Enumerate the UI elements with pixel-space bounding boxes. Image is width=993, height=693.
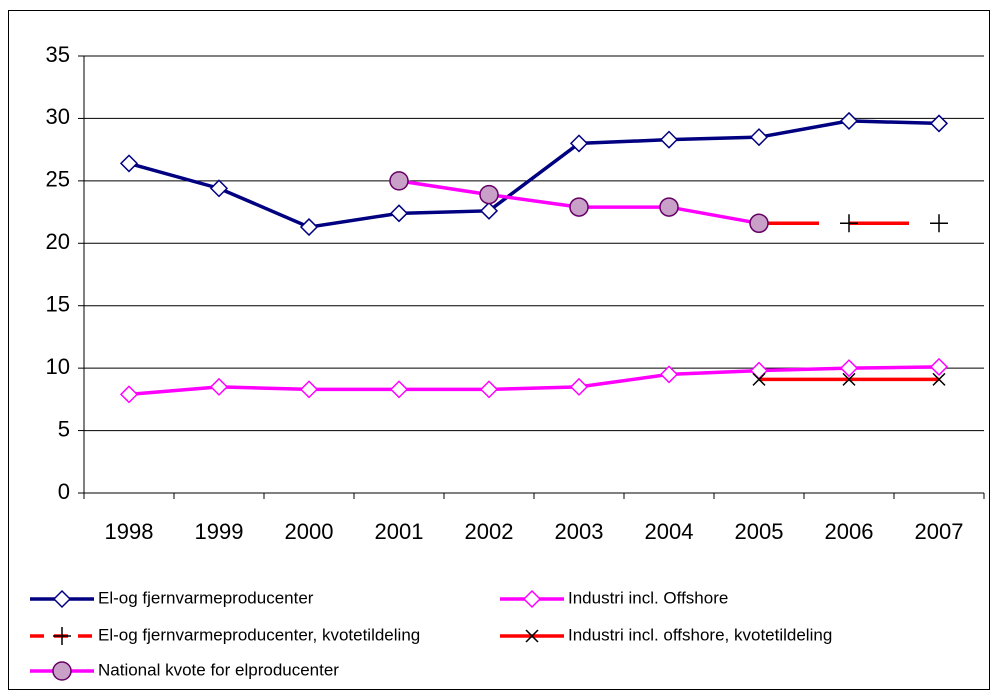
data-point [299, 380, 319, 399]
legend-label: El-og fjernvarmeproducenter, kvotetildel… [98, 625, 420, 644]
data-point [389, 380, 409, 399]
legend-label: Industri incl. Offshore [568, 588, 728, 607]
data-point [839, 111, 859, 130]
data-point [119, 385, 139, 404]
data-point [752, 372, 766, 386]
data-point [299, 217, 319, 237]
data-point [389, 171, 409, 191]
x-tick-label: 1998 [105, 519, 154, 544]
data-point [479, 184, 499, 205]
data-point [389, 204, 409, 223]
legend-marker [52, 661, 72, 681]
y-tick-label: 25 [46, 167, 70, 192]
legend-label: El-og fjernvarmeproducenter [98, 588, 314, 607]
x-tick-label: 2005 [735, 519, 784, 544]
x-tick-label: 2002 [465, 519, 514, 544]
x-tick-label: 1999 [195, 519, 244, 544]
data-point [569, 377, 589, 396]
data-point [479, 201, 499, 220]
data-point [659, 130, 679, 149]
x-tick-label: 2001 [375, 519, 424, 544]
legend-marker [53, 627, 71, 645]
y-tick-label: 10 [46, 354, 70, 379]
legend-label: Industri incl. offshore, kvotetildeling [568, 625, 832, 644]
legend-label: National kvote for elproducenter [98, 660, 339, 679]
data-point [930, 214, 948, 233]
y-tick-label: 30 [46, 104, 70, 129]
data-point [659, 365, 679, 384]
data-point [569, 134, 589, 153]
series-line [128, 119, 940, 229]
data-point [479, 380, 499, 399]
data-point [209, 179, 229, 198]
legend-marker [525, 629, 539, 643]
series-line [128, 365, 940, 397]
x-tick-label: 2003 [555, 519, 604, 544]
data-point [209, 377, 229, 396]
data-point [929, 357, 949, 376]
y-tick-label: 15 [46, 292, 70, 317]
data-point [569, 197, 589, 217]
data-point [659, 197, 679, 217]
data-point [119, 154, 139, 173]
y-tick-label: 35 [46, 42, 70, 67]
data-point [932, 372, 946, 386]
data-point [749, 128, 769, 147]
y-tick-label: 5 [58, 416, 70, 441]
legend-marker [522, 589, 542, 609]
x-tick-label: 2004 [645, 519, 694, 544]
data-point [840, 214, 858, 233]
data-point [749, 213, 769, 234]
x-tick-label: 2000 [285, 519, 334, 544]
data-point [929, 114, 949, 133]
data-point [842, 372, 856, 386]
x-tick-label: 2007 [915, 519, 964, 544]
y-tick-label: 20 [46, 229, 70, 254]
legend-marker [52, 589, 72, 609]
y-tick-label: 0 [58, 479, 70, 504]
data-point [839, 359, 859, 378]
x-tick-label: 2006 [825, 519, 874, 544]
